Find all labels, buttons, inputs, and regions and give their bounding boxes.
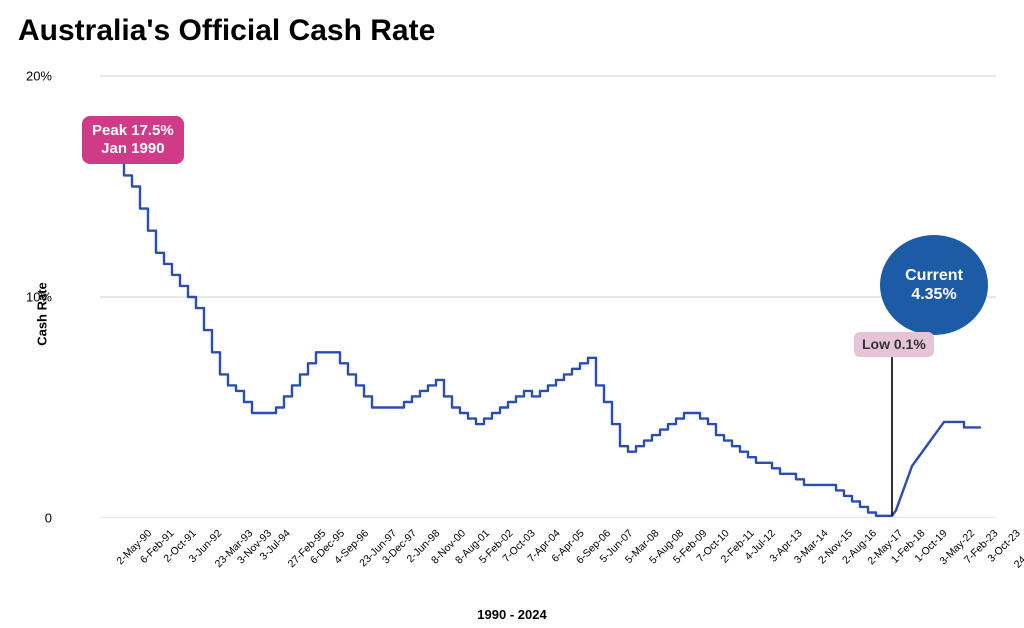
chart-area: Peak 17.5% Jan 1990 Current 4.35% Low 0.… [60, 70, 1006, 518]
x-axis-label: 1990 - 2024 [0, 607, 1024, 622]
annotation-low: Low 0.1% [854, 332, 934, 357]
page-title: Australia's Official Cash Rate [18, 14, 1006, 48]
line-chart [60, 70, 1006, 518]
ytick-0: 0 [8, 511, 52, 526]
annotation-peak-l1: Peak 17.5% [92, 122, 174, 140]
annotation-peak: Peak 17.5% Jan 1990 [82, 116, 184, 164]
annotation-peak-l2: Jan 1990 [92, 140, 174, 158]
annotation-current-l1: Current [905, 266, 963, 285]
ytick-20: 20% [8, 69, 52, 84]
annotation-current-l2: 4.35% [911, 285, 956, 304]
ytick-10: 10% [8, 290, 52, 305]
annotation-current: Current 4.35% [880, 235, 988, 335]
